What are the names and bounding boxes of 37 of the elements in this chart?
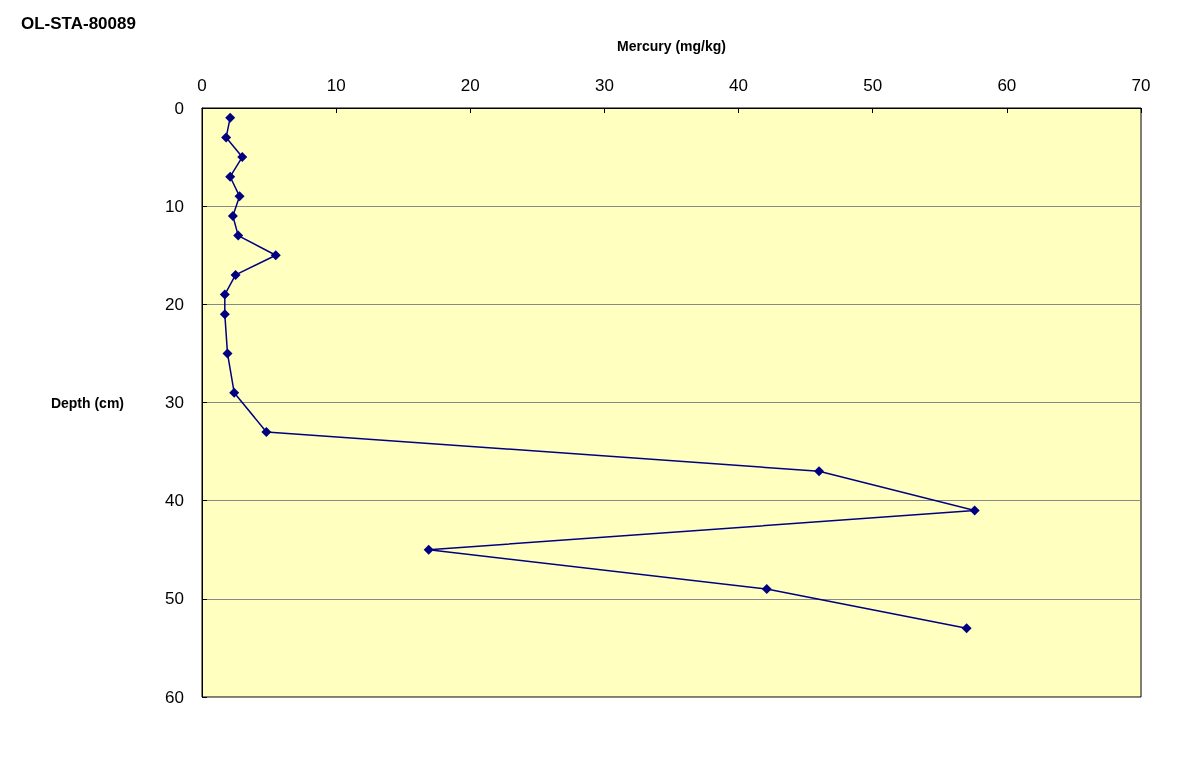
y-tick-label: 50 [165, 589, 184, 609]
x-tick-label: 70 [1131, 76, 1151, 95]
point [761, 584, 772, 595]
point [227, 210, 238, 221]
point [221, 132, 232, 143]
point [270, 250, 281, 261]
point [222, 348, 233, 359]
y-tick-label: 10 [165, 196, 184, 216]
point [225, 112, 236, 123]
x-tick-label: 10 [326, 76, 346, 95]
point [261, 426, 272, 437]
point [230, 269, 241, 280]
x-tick-label: 0 [197, 76, 207, 95]
chart-title: OL-STA-80089 [21, 14, 136, 33]
point [229, 387, 240, 398]
y-axis-title: Depth (cm) [50, 394, 124, 411]
x-tick-label: 50 [863, 76, 883, 95]
point [969, 505, 980, 516]
y-tick-label: 20 [165, 294, 184, 314]
point [423, 544, 434, 555]
x-tick-label: 20 [460, 76, 480, 95]
point [814, 466, 825, 477]
x-tick-label: 30 [594, 76, 614, 95]
point [219, 289, 230, 300]
point [225, 171, 236, 182]
y-tick-label: 40 [165, 491, 184, 511]
y-tick-label: 0 [174, 98, 184, 118]
y-tick-label: 60 [165, 687, 184, 707]
point [233, 230, 244, 241]
y-tick-label: 30 [165, 393, 184, 412]
point [961, 623, 972, 634]
x-axis-title: Mercury (mg/kg) [617, 38, 726, 54]
x-tick-label: 60 [997, 76, 1017, 95]
point [234, 191, 245, 202]
point [219, 309, 230, 320]
x-tick-label: 40 [729, 76, 749, 95]
point [237, 152, 248, 163]
